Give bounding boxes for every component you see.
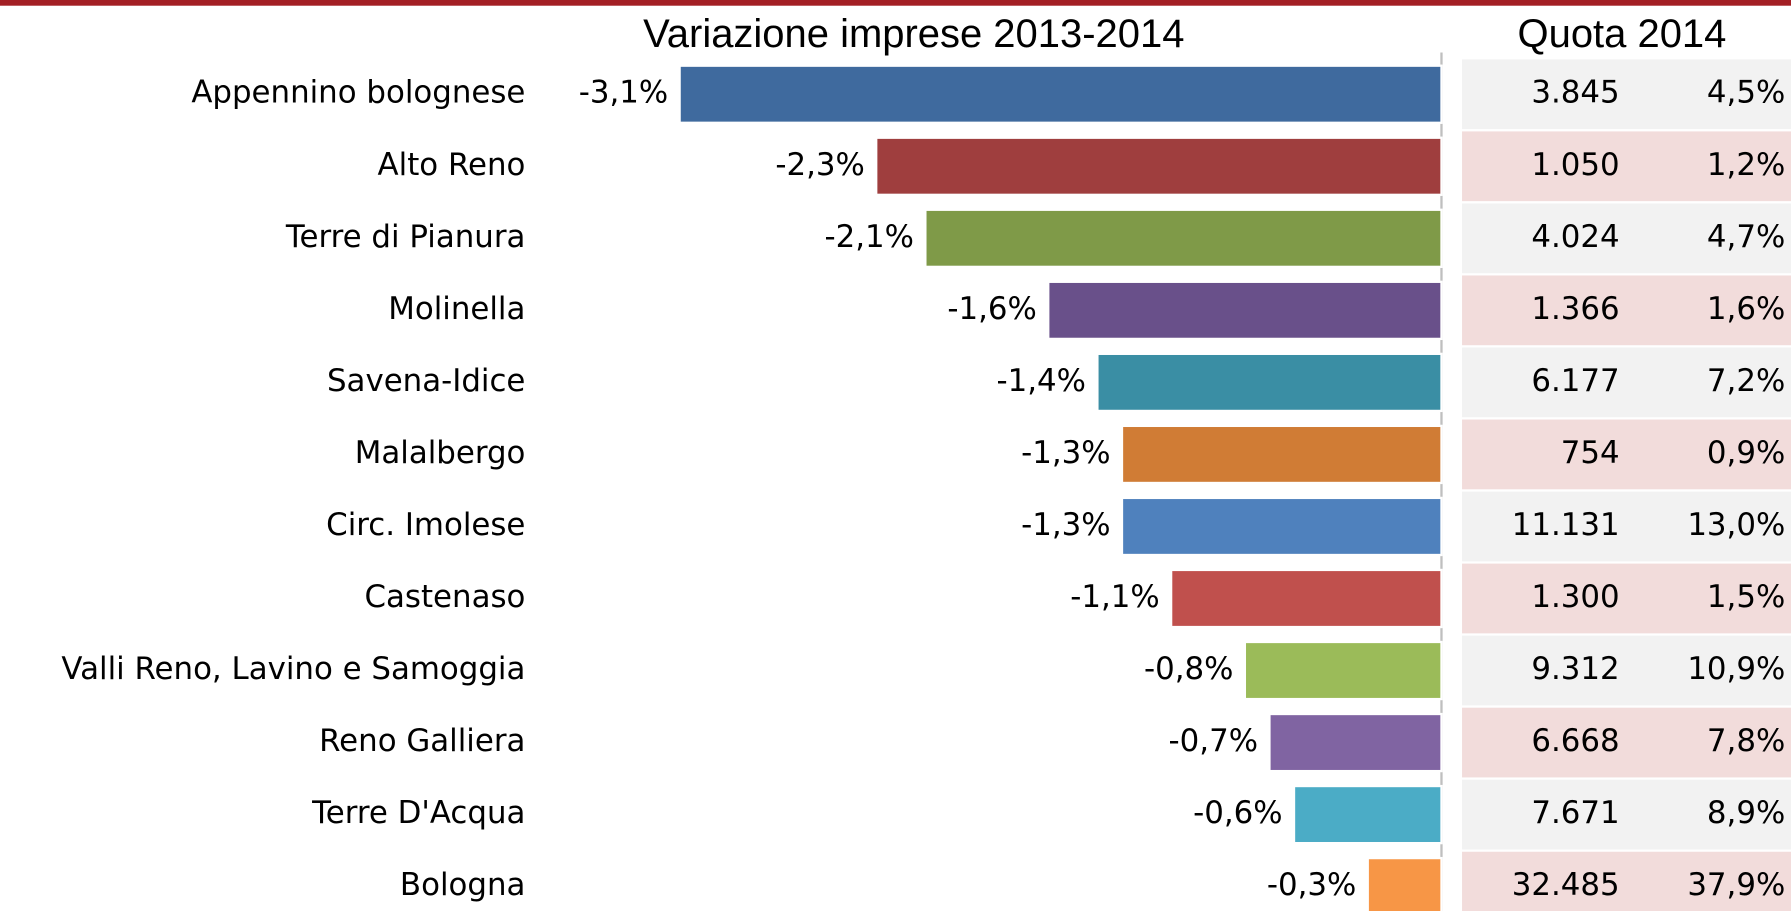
category-label: Alto Reno [378,147,526,183]
table-cell: 1,5% [1707,579,1785,615]
bar [1268,712,1443,773]
table-cell: 4,5% [1707,75,1785,111]
bar [1366,856,1443,911]
bar [1243,640,1443,701]
table-row [1462,347,1791,418]
data-label: -1,3% [1021,435,1110,471]
category-label: Molinella [388,291,525,327]
category-label: Reno Galliera [319,723,525,759]
table-cell: 6.177 [1531,363,1619,399]
table-row [1462,851,1791,911]
data-label: -0,7% [1169,723,1258,759]
table-title: Quota 2014 [1518,12,1727,56]
bar [1047,280,1443,341]
table-cell: 7.671 [1531,795,1619,831]
table-row [1462,419,1791,490]
table-cell: 1.050 [1531,147,1619,183]
chart-title: Variazione imprese 2013-2014 [643,12,1184,56]
table-row [1462,707,1791,778]
table-row [1462,59,1791,130]
data-label: -1,4% [997,363,1086,399]
category-label: Castenaso [364,579,525,615]
table-cell: 1,2% [1707,147,1785,183]
bar [1170,568,1443,629]
bar [1096,352,1443,413]
table-cell: 7,2% [1707,363,1785,399]
table-cell: 9.312 [1531,651,1619,687]
category-label: Circ. Imolese [326,507,525,543]
table-row [1462,131,1791,202]
table-cell: 32.485 [1512,867,1620,903]
table-cell: 8,9% [1707,795,1785,831]
bar [924,208,1443,268]
data-label: -1,1% [1070,579,1159,615]
table-cell: 13,0% [1687,507,1785,543]
table-cell: 3.845 [1531,75,1619,111]
category-label: Terre D'Acqua [311,795,525,831]
table-cell: 754 [1561,435,1620,471]
category-label: Appennino bolognese [191,75,525,111]
data-label: -2,1% [824,219,913,255]
category-label: Malalbergo [355,435,526,471]
table-row [1462,635,1791,706]
bar [1120,424,1443,485]
data-label: -3,1% [579,75,668,111]
table-cell: 1,6% [1707,291,1785,327]
category-label: Terre di Pianura [285,219,525,255]
bar [875,136,1443,196]
bar [1292,784,1443,845]
table-cell: 1.366 [1531,291,1619,327]
table-row [1462,491,1791,562]
bar [678,64,1443,124]
table-cell: 10,9% [1687,651,1785,687]
data-label: -2,3% [775,147,864,183]
table-cell: 1.300 [1531,579,1619,615]
table-row [1462,563,1791,634]
bar [1120,496,1443,557]
data-label: -0,3% [1267,867,1356,903]
table-cell: 4.024 [1531,219,1619,255]
table-row [1462,779,1791,850]
table-cell: 37,9% [1687,867,1785,903]
category-label: Bologna [400,867,525,903]
table-cell: 6.668 [1531,723,1619,759]
table-cell: 4,7% [1707,219,1785,255]
data-label: -0,8% [1144,651,1233,687]
data-label: -0,6% [1193,795,1282,831]
data-label: -1,3% [1021,507,1110,543]
table-row [1462,275,1791,346]
top-border [0,0,1791,6]
category-label: Valli Reno, Lavino e Samoggia [61,651,525,687]
table-cell: 7,8% [1707,723,1785,759]
data-label: -1,6% [947,291,1036,327]
category-label: Savena-Idice [327,363,525,399]
table-cell: 0,9% [1707,435,1785,471]
table-cell: 11.131 [1512,507,1620,543]
table-row [1462,203,1791,274]
